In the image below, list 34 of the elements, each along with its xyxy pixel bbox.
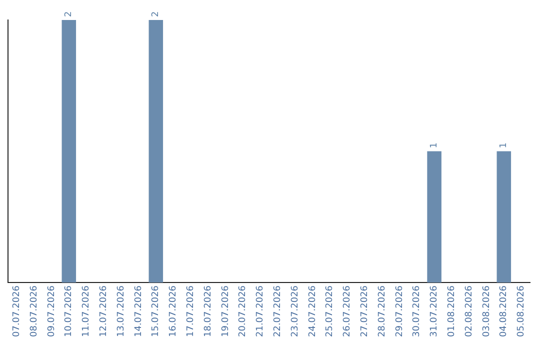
- x-tick-label: 30.07.2026: [412, 285, 422, 337]
- x-tick-label: 01.08.2026: [447, 285, 458, 337]
- x-tick-label: 21.07.2026: [256, 285, 266, 337]
- x-tick-label: 12.07.2026: [99, 285, 110, 337]
- x-tick-label: 23.07.2026: [290, 285, 300, 337]
- x-tick-label: 31.07.2026: [430, 285, 440, 337]
- x-tick-label: 05.08.2026: [516, 285, 527, 337]
- x-tick-label: 02.08.2026: [464, 285, 474, 337]
- x-tick-label: 19.07.2026: [220, 285, 231, 337]
- x-tick-label: 28.07.2026: [377, 285, 388, 337]
- x-tick-label: 04.08.2026: [499, 285, 510, 337]
- x-tick-label: 20.07.2026: [238, 285, 248, 337]
- x-tick-label: 27.07.2026: [360, 285, 370, 337]
- x-tick-label: 11.07.2026: [82, 285, 92, 337]
- x-tick-label: 24.07.2026: [308, 285, 318, 337]
- x-tick-label: 14.07.2026: [134, 285, 144, 337]
- x-tick-label: 26.07.2026: [342, 285, 353, 337]
- x-tick-label: 25.07.2026: [325, 285, 336, 337]
- data-label: 1: [499, 142, 510, 148]
- data-label: 1: [430, 142, 440, 148]
- x-tick-label: 15.07.2026: [151, 285, 162, 337]
- x-tick-label: 09.07.2026: [46, 285, 57, 337]
- x-tick-label: 16.07.2026: [168, 285, 179, 337]
- x-tick-label: 08.07.2026: [29, 285, 40, 337]
- x-tick-label: 07.07.2026: [12, 285, 22, 337]
- data-label: 2: [64, 11, 74, 17]
- x-tick-label: 22.07.2026: [273, 285, 284, 337]
- x-tick-label: 18.07.2026: [203, 285, 214, 337]
- data-label: 2: [151, 11, 162, 17]
- x-tick-label: 03.08.2026: [482, 285, 492, 337]
- x-tick-label: 10.07.2026: [64, 285, 74, 337]
- x-tick-label: 29.07.2026: [394, 285, 405, 337]
- x-tick-label: 13.07.2026: [116, 285, 126, 337]
- x-tick-label: 17.07.2026: [186, 285, 196, 337]
